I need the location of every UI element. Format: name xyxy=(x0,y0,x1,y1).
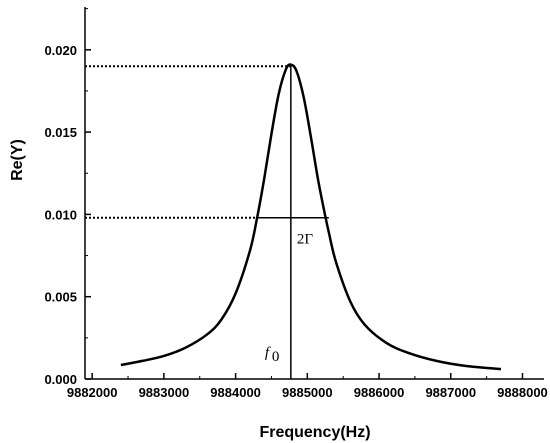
y-tick-label: 0.010 xyxy=(44,207,77,222)
y-axis-title: Re(Y) xyxy=(9,139,26,181)
y-tick-label: 0.020 xyxy=(44,43,77,58)
f0-label: f xyxy=(265,345,271,361)
x-tick-label: 9882000 xyxy=(67,385,118,400)
x-tick-label: 9885000 xyxy=(282,385,333,400)
x-tick-label: 9884000 xyxy=(210,385,261,400)
x-axis-ticks: 9882000 9883000 9884000 9885000 9886000 98870… xyxy=(67,373,548,400)
x-axis-title: Frequency(Hz) xyxy=(259,424,370,441)
series-line xyxy=(120,63,502,371)
guide-lines xyxy=(85,65,329,379)
y-tick-label: 0.005 xyxy=(44,290,77,305)
x-tick-label: 9886000 xyxy=(354,385,405,400)
x-tick-label: 9887000 xyxy=(425,385,476,400)
x-tick-label: 9888000 xyxy=(497,385,548,400)
x-tick-label: 9883000 xyxy=(139,385,190,400)
annotations: 2Γ f 0 xyxy=(265,232,314,365)
width-label: 2Γ xyxy=(297,232,314,248)
plot-frame xyxy=(84,7,544,380)
f0-subscript: 0 xyxy=(272,349,280,365)
y-axis-ticks: 0.000 0.005 0.010 0.015 0.020 xyxy=(44,8,91,387)
y-tick-label: 0.015 xyxy=(44,125,77,140)
y-tick-label: 0.000 xyxy=(44,372,77,387)
